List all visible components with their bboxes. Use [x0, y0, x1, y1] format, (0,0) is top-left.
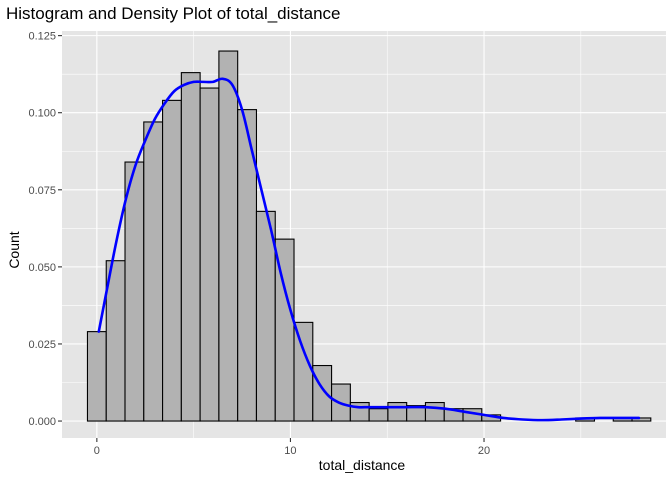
density-curve-group	[97, 77, 641, 422]
y-tick-label: 0.075	[28, 185, 56, 197]
histogram-bars	[86, 50, 652, 422]
x-tick-label: 20	[478, 445, 490, 457]
histogram-bar	[124, 161, 145, 422]
y-tick-label: 0.000	[28, 416, 56, 428]
histogram-bar	[143, 121, 164, 422]
histogram-bar	[312, 364, 333, 422]
y-tick-label: 0.025	[28, 339, 56, 351]
chart-title: Histogram and Density Plot of total_dist…	[6, 4, 341, 23]
histogram-bar	[387, 401, 408, 422]
histogram-bar	[255, 210, 276, 422]
y-tick-label: 0.125	[28, 31, 56, 43]
density-curve	[97, 77, 641, 422]
histogram-bar	[424, 401, 445, 422]
x-tick-label: 10	[284, 445, 296, 457]
histogram-bar	[293, 321, 314, 422]
y-tick-label: 0.100	[28, 108, 56, 120]
y-axis-ticks: 0.000 0.025 0.050 0.075 0.100 0.125	[28, 31, 62, 428]
x-axis-label: total_distance	[318, 457, 406, 473]
histogram-bar	[218, 50, 239, 422]
histogram-bar	[180, 72, 201, 422]
histogram-bar	[631, 417, 652, 422]
y-tick-label: 0.050	[28, 262, 56, 274]
histogram-bar	[86, 331, 107, 422]
histogram-bar	[199, 87, 220, 422]
x-tick-label: 0	[94, 445, 100, 457]
x-axis-ticks: 0 10 20	[94, 438, 490, 457]
histogram-bar	[162, 99, 182, 422]
histogram-bar	[368, 408, 389, 422]
